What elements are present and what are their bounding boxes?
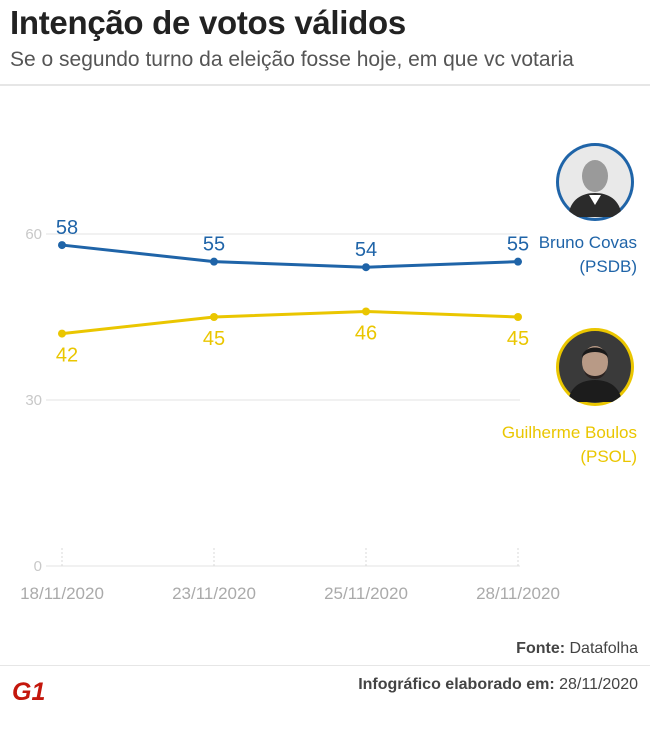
bruno-covas-name: Bruno Covas	[538, 233, 637, 252]
guilherme-boulos-data-label: 42	[56, 345, 78, 367]
header-divider	[0, 84, 650, 86]
x-tick-label: 23/11/2020	[172, 584, 256, 603]
y-tick-label: 30	[25, 392, 42, 409]
bruno-covas-line	[61, 243, 519, 269]
guilherme-boulos-point	[58, 329, 66, 338]
bruno-covas-photo	[556, 143, 634, 221]
y-tick-label: 60	[25, 226, 42, 243]
source-note: Fonte: Datafolha	[516, 640, 638, 658]
bruno-covas-label: Bruno Covas (PSDB)	[539, 231, 637, 279]
g1-logo: G1	[12, 678, 45, 704]
bruno-covas-data-label: 54	[355, 239, 377, 261]
bruno-covas-party: (PSDB)	[579, 257, 637, 276]
x-tick-label: 25/11/2020	[324, 584, 408, 603]
guilherme-boulos-data-label: 45	[507, 328, 529, 350]
bruno-covas-point	[514, 257, 522, 266]
guilherme-boulos-point	[362, 307, 370, 316]
source-value: Datafolha	[569, 640, 639, 657]
y-tick-label: 0	[34, 558, 42, 575]
bruno-covas-point	[210, 257, 218, 266]
x-tick-label: 28/11/2020	[476, 584, 560, 603]
chart-subtitle: Se o segundo turno da eleição fosse hoje…	[10, 48, 574, 71]
footer-divider	[0, 665, 650, 666]
guilherme-boulos-label: Guilherme Boulos (PSOL)	[502, 421, 637, 469]
credit-label: Infográfico elaborado em:	[358, 676, 555, 693]
bruno-covas-data-label: 58	[56, 217, 78, 239]
guilherme-boulos-photo	[556, 328, 634, 406]
bruno-covas-point	[58, 241, 66, 250]
svg-text:G1: G1	[12, 678, 45, 704]
x-tick-label: 18/11/2020	[20, 584, 104, 603]
bruno-covas-point	[362, 263, 370, 272]
guilherme-boulos-point	[514, 313, 522, 321]
guilherme-boulos-point	[210, 313, 218, 321]
person-photo-icon	[559, 331, 631, 403]
bruno-covas-data-label: 55	[203, 234, 225, 256]
guilherme-boulos-data-label: 46	[355, 322, 377, 344]
credit-value: 28/11/2020	[559, 676, 638, 693]
guilherme-boulos-line	[61, 309, 519, 336]
source-label: Fonte:	[516, 640, 566, 657]
credit-note: Infográfico elaborado em: 28/11/2020	[358, 676, 638, 694]
person-photo-icon	[559, 146, 631, 218]
chart-title: Intenção de votos válidos	[10, 4, 406, 41]
guilherme-boulos-data-label: 45	[203, 328, 225, 350]
bruno-covas-data-label: 55	[507, 234, 529, 256]
guilherme-boulos-name: Guilherme Boulos	[501, 423, 637, 442]
line-chart: 0 30 60 18/11/2020 23/11/2020 25/11/2020 28/11…	[20, 217, 560, 603]
guilherme-boulos-party: (PSOL)	[580, 447, 637, 466]
